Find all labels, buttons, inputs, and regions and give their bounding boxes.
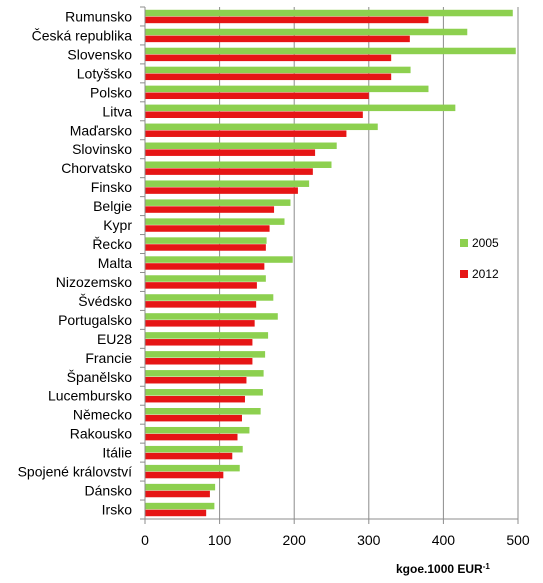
bar-2005-18 xyxy=(145,332,269,339)
bar-2005-3 xyxy=(145,47,516,55)
legend-swatch-2005 xyxy=(460,239,468,247)
category-label-16: Švédsko xyxy=(78,293,132,309)
category-label-11: Belgie xyxy=(93,198,132,214)
bar-2012-17 xyxy=(145,320,255,327)
x-tick-label-400: 400 xyxy=(432,532,456,548)
bar-2012-27 xyxy=(145,509,207,517)
category-label-26: Dánsko xyxy=(85,483,133,499)
bar-2005-19 xyxy=(145,351,266,358)
bar-2012-6 xyxy=(145,111,363,118)
bar-2005-5 xyxy=(145,85,429,93)
gridlines xyxy=(219,7,519,519)
category-label-20: Španělsko xyxy=(67,369,133,385)
bar-2012-21 xyxy=(145,395,245,403)
category-label-21: Lucembursko xyxy=(48,388,132,404)
axes xyxy=(140,6,519,524)
bar-2005-17 xyxy=(145,313,278,320)
category-label-2: Česká republika xyxy=(32,27,133,43)
category-label-25: Spojené království xyxy=(18,464,133,480)
category-label-18: EU28 xyxy=(97,331,132,347)
bar-2005-12 xyxy=(145,218,285,225)
category-label-22: Německo xyxy=(73,407,132,423)
bar-2012-20 xyxy=(145,376,247,384)
x-axis-unit-label: kgoe.1000 EUR-1 xyxy=(396,562,490,577)
bar-2012-24 xyxy=(145,452,233,460)
x-tick-label-200: 200 xyxy=(283,532,307,548)
x-tick-label-100: 100 xyxy=(208,532,232,548)
category-label-1: Rumunsko xyxy=(65,8,132,24)
bar-2005-13 xyxy=(145,237,267,244)
category-label-15: Nizozemsko xyxy=(56,274,132,290)
x-tick-label-500: 500 xyxy=(506,532,530,548)
bar-2012-10 xyxy=(145,187,298,194)
category-label-4: Lotyšsko xyxy=(77,65,132,81)
bar-2005-26 xyxy=(145,483,216,491)
bar-2012-5 xyxy=(145,92,369,100)
bar-2012-9 xyxy=(145,168,313,175)
bar-2012-19 xyxy=(145,358,253,365)
bar-2005-16 xyxy=(145,294,274,301)
bar-2012-13 xyxy=(145,244,266,251)
bar-2005-14 xyxy=(145,256,293,263)
bar-2012-8 xyxy=(145,149,316,156)
category-label-27: Irsko xyxy=(102,502,133,518)
bar-2012-12 xyxy=(145,225,270,232)
bar-2012-4 xyxy=(145,73,392,81)
category-label-17: Portugalsko xyxy=(58,312,132,328)
category-label-7: Maďarsko xyxy=(70,122,133,138)
bar-2012-14 xyxy=(145,263,265,270)
bar-2005-4 xyxy=(145,66,411,74)
category-label-13: Řecko xyxy=(92,236,132,252)
category-labels: Rumunsko Česká republika Slovensko Lotyšsko… xyxy=(18,8,133,517)
bars xyxy=(145,9,516,517)
category-label-3: Slovensko xyxy=(67,46,132,62)
bar-2005-20 xyxy=(145,370,264,377)
bar-2005-23 xyxy=(145,426,250,434)
category-label-24: Itálie xyxy=(102,445,132,461)
bar-2012-3 xyxy=(145,54,392,62)
category-label-8: Slovinsko xyxy=(72,141,132,157)
bar-2005-25 xyxy=(145,464,240,472)
bar-2005-7 xyxy=(145,123,378,131)
bar-2005-24 xyxy=(145,445,243,453)
x-tick-label-0: 0 xyxy=(141,532,149,548)
bar-2005-6 xyxy=(145,104,456,112)
bar-2012-7 xyxy=(145,130,347,137)
bar-2005-21 xyxy=(145,389,263,396)
bar-2005-10 xyxy=(145,180,310,187)
category-label-6: Litva xyxy=(102,103,132,119)
legend-swatch-2012 xyxy=(460,270,468,278)
bar-2012-2 xyxy=(145,35,410,43)
bar-2005-27 xyxy=(145,502,215,510)
bar-2005-8 xyxy=(145,142,337,150)
bar-2012-22 xyxy=(145,414,242,422)
x-tick-label-300: 300 xyxy=(357,532,381,548)
category-label-5: Polsko xyxy=(90,84,132,100)
category-label-14: Malta xyxy=(98,255,132,271)
bar-2005-22 xyxy=(145,408,261,415)
bar-2012-16 xyxy=(145,301,257,308)
x-tick-labels: 0 100 200 300 400 500 xyxy=(141,532,530,548)
bar-2005-2 xyxy=(145,28,468,36)
bar-2012-23 xyxy=(145,433,238,441)
bar-2005-11 xyxy=(145,199,291,206)
bar-2012-26 xyxy=(145,490,210,498)
bar-2005-1 xyxy=(145,9,513,17)
bar-2005-9 xyxy=(145,161,332,168)
category-label-19: Francie xyxy=(85,350,132,366)
bar-2012-25 xyxy=(145,471,224,479)
legend-label-2012: 2012 xyxy=(472,267,499,281)
bar-2005-15 xyxy=(145,275,266,282)
legend-label-2005: 2005 xyxy=(472,236,499,250)
category-label-10: Finsko xyxy=(91,179,132,195)
bar-2012-15 xyxy=(145,282,257,289)
bar-2012-1 xyxy=(145,16,429,24)
category-label-9: Chorvatsko xyxy=(61,160,132,176)
legend: 2005 2012 xyxy=(460,236,499,281)
category-label-12: Kypr xyxy=(103,217,132,233)
category-label-23: Rakousko xyxy=(70,426,132,442)
bar-2012-18 xyxy=(145,339,253,346)
bar-2012-11 xyxy=(145,206,275,213)
